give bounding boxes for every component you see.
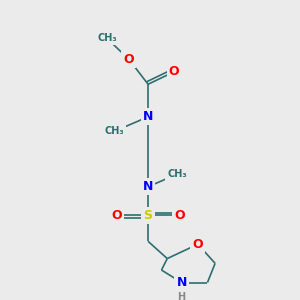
Text: CH₃: CH₃ [97, 33, 117, 43]
Text: O: O [169, 65, 179, 78]
Text: N: N [143, 180, 153, 193]
Text: CH₃: CH₃ [167, 169, 187, 179]
Text: CH₃: CH₃ [105, 126, 124, 136]
Text: O: O [111, 209, 122, 222]
Text: O: O [124, 53, 134, 66]
Text: H: H [178, 292, 186, 300]
Text: O: O [193, 238, 203, 251]
Text: S: S [144, 209, 153, 222]
Text: N: N [143, 110, 153, 123]
Text: O: O [174, 209, 185, 222]
Text: N: N [176, 276, 187, 289]
